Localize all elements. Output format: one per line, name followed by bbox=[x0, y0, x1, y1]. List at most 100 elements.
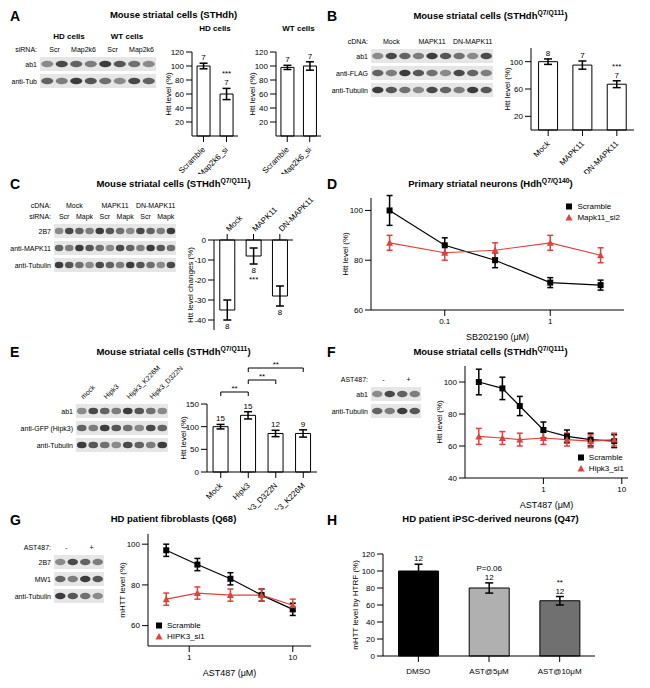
svg-text:Htt level (%): Htt level (%) bbox=[435, 400, 444, 444]
svg-text:20: 20 bbox=[514, 112, 523, 121]
svg-text:20: 20 bbox=[175, 118, 184, 127]
svg-text:AST487 (μM): AST487 (μM) bbox=[203, 668, 257, 678]
svg-text:20: 20 bbox=[259, 118, 268, 127]
svg-text:120: 120 bbox=[171, 48, 185, 57]
svg-text:7: 7 bbox=[308, 52, 313, 61]
svg-text:***: *** bbox=[222, 69, 231, 78]
svg-text:AST487 (μM): AST487 (μM) bbox=[520, 500, 574, 510]
svg-text:150: 150 bbox=[186, 400, 200, 409]
svg-text:60: 60 bbox=[514, 85, 523, 94]
svg-text:Hipk3: Hipk3 bbox=[231, 481, 252, 502]
svg-text:80: 80 bbox=[354, 256, 363, 265]
svg-text:8: 8 bbox=[546, 49, 551, 58]
html-text:Hipk3_K226M: Hipk3_K226M bbox=[124, 364, 161, 401]
svg-text:8: 8 bbox=[225, 322, 230, 331]
svg-text:1: 1 bbox=[187, 653, 192, 662]
svg-text:**: ** bbox=[273, 360, 279, 369]
svg-text:120: 120 bbox=[362, 550, 376, 559]
svg-text:1: 1 bbox=[548, 317, 553, 326]
svg-text:mHTT level by HTRF (%): mHTT level by HTRF (%) bbox=[351, 560, 360, 650]
svg-text:Htt level (%): Htt level (%) bbox=[503, 67, 512, 111]
svg-text:0: 0 bbox=[371, 652, 376, 661]
svg-text:60: 60 bbox=[175, 90, 184, 99]
html-text:Hipk3_D322N: Hipk3_D322N bbox=[147, 364, 184, 401]
svg-text:8: 8 bbox=[278, 308, 283, 317]
svg-text:Mock: Mock bbox=[224, 213, 245, 234]
svg-text:15: 15 bbox=[244, 402, 253, 411]
svg-text:80: 80 bbox=[366, 584, 375, 593]
svg-text:***: *** bbox=[612, 62, 621, 71]
svg-text:10: 10 bbox=[288, 653, 297, 662]
svg-text:80: 80 bbox=[175, 76, 184, 85]
svg-text:Htt level (%): Htt level (%) bbox=[179, 416, 188, 460]
svg-text:0: 0 bbox=[202, 236, 207, 245]
svg-text:Htt level (%): Htt level (%) bbox=[164, 72, 173, 116]
svg-text:1: 1 bbox=[541, 485, 546, 494]
svg-text:-10: -10 bbox=[194, 256, 206, 265]
svg-text:80: 80 bbox=[448, 410, 457, 419]
svg-text:-30: -30 bbox=[194, 296, 206, 305]
svg-text:100: 100 bbox=[127, 540, 141, 549]
svg-text:10: 10 bbox=[617, 485, 626, 494]
svg-text:15: 15 bbox=[216, 414, 225, 423]
svg-text:DN-MAPK11: DN-MAPK11 bbox=[582, 139, 621, 174]
svg-text:Mock: Mock bbox=[532, 138, 553, 159]
svg-text:MAPK11: MAPK11 bbox=[558, 139, 587, 168]
svg-text:12: 12 bbox=[555, 587, 564, 596]
svg-text:100: 100 bbox=[350, 206, 364, 215]
svg-text:9: 9 bbox=[301, 420, 306, 429]
svg-text:7: 7 bbox=[201, 53, 206, 62]
svg-text:***: *** bbox=[249, 275, 258, 284]
svg-text:8: 8 bbox=[251, 266, 256, 275]
svg-text:20: 20 bbox=[366, 635, 375, 644]
svg-text:Htt level (%): Htt level (%) bbox=[341, 232, 350, 276]
svg-text:0: 0 bbox=[195, 468, 200, 477]
svg-text:Map2k6_si: Map2k6_si bbox=[196, 145, 230, 174]
svg-text:60: 60 bbox=[366, 601, 375, 610]
svg-text:**: ** bbox=[557, 578, 563, 587]
svg-text:7: 7 bbox=[580, 51, 585, 60]
svg-text:SB202190 (μM): SB202190 (μM) bbox=[466, 332, 529, 342]
svg-text:60: 60 bbox=[448, 442, 457, 451]
svg-text:100: 100 bbox=[171, 62, 185, 71]
svg-text:DMSO: DMSO bbox=[406, 667, 430, 676]
svg-text:mHTT level (%): mHTT level (%) bbox=[118, 562, 127, 618]
svg-text:100: 100 bbox=[255, 62, 269, 71]
svg-text:40: 40 bbox=[366, 618, 375, 627]
svg-text:80: 80 bbox=[131, 581, 140, 590]
svg-text:12: 12 bbox=[271, 420, 280, 429]
svg-text:7: 7 bbox=[224, 78, 229, 87]
svg-text:12: 12 bbox=[414, 554, 423, 563]
svg-text:Mock: Mock bbox=[204, 480, 225, 501]
svg-text:60: 60 bbox=[131, 621, 140, 630]
svg-text:Htt level (%): Htt level (%) bbox=[248, 72, 257, 116]
svg-text:0.1: 0.1 bbox=[439, 317, 451, 326]
svg-text:80: 80 bbox=[259, 76, 268, 85]
svg-text:Hipk3_D322N: Hipk3_D322N bbox=[238, 481, 280, 510]
svg-text:7: 7 bbox=[614, 71, 619, 80]
svg-text:DN-MAPK11: DN-MAPK11 bbox=[277, 195, 316, 234]
svg-text:MAPK11: MAPK11 bbox=[251, 205, 280, 234]
svg-text:7: 7 bbox=[285, 55, 290, 64]
svg-text:Hipk3_K226M: Hipk3_K226M bbox=[265, 481, 307, 510]
svg-text:Htt level changes (%): Htt level changes (%) bbox=[186, 247, 195, 323]
svg-text:P=0.06: P=0.06 bbox=[476, 564, 502, 573]
svg-text:40: 40 bbox=[175, 104, 184, 113]
svg-text:AST@10μM: AST@10μM bbox=[538, 667, 582, 676]
svg-text:Map2k6_si: Map2k6_si bbox=[280, 145, 314, 174]
svg-text:40: 40 bbox=[448, 474, 457, 483]
svg-text:**: ** bbox=[231, 384, 237, 393]
svg-text:-20: -20 bbox=[194, 276, 206, 285]
svg-text:100: 100 bbox=[510, 58, 524, 67]
svg-text:**: ** bbox=[259, 372, 265, 381]
svg-text:120: 120 bbox=[255, 48, 269, 57]
svg-text:100: 100 bbox=[362, 567, 376, 576]
svg-text:12: 12 bbox=[485, 573, 494, 582]
svg-text:AST@5μM: AST@5μM bbox=[469, 667, 509, 676]
svg-text:60: 60 bbox=[354, 306, 363, 315]
svg-text:50: 50 bbox=[190, 445, 199, 454]
svg-text:40: 40 bbox=[259, 104, 268, 113]
svg-text:-40: -40 bbox=[194, 316, 206, 325]
svg-text:60: 60 bbox=[259, 90, 268, 99]
svg-text:100: 100 bbox=[444, 378, 458, 387]
